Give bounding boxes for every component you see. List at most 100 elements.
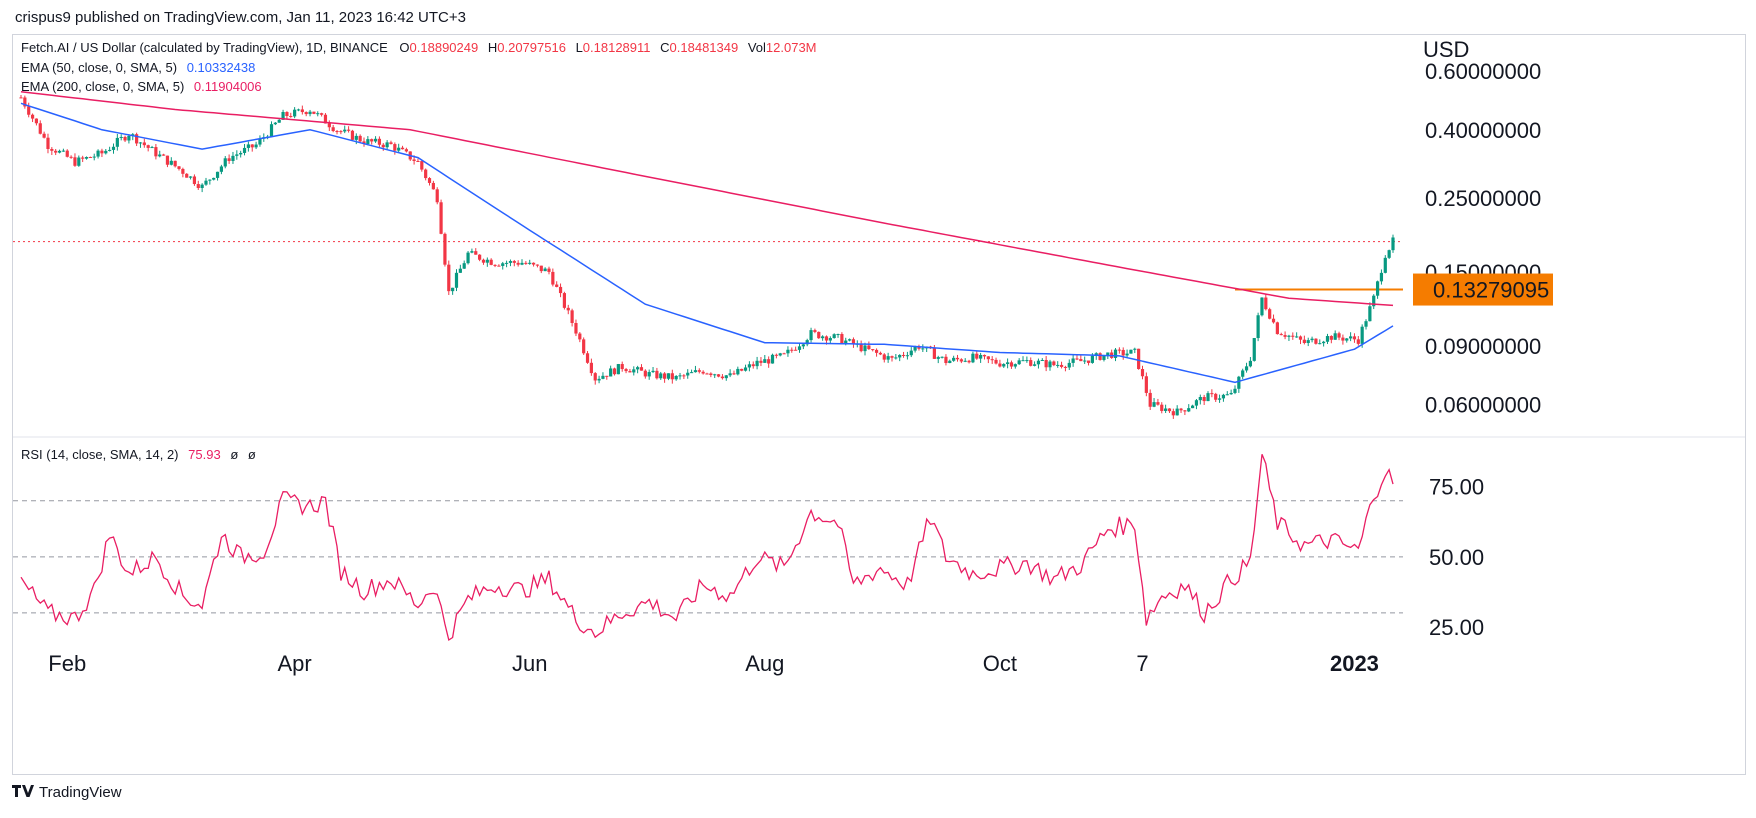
candle-body <box>817 331 821 339</box>
candle-body <box>1352 336 1357 340</box>
time-axis[interactable]: Feb Apr Jun Aug Oct 7 2023 <box>48 651 1379 676</box>
candle-body <box>1125 353 1129 356</box>
candle-body <box>393 144 397 151</box>
candle-body <box>663 373 667 379</box>
candle-body <box>574 322 578 334</box>
candle-body <box>508 261 513 263</box>
price-axis-tick: 0.60000000 <box>1425 59 1541 84</box>
legend-c-value: 0.18481349 <box>670 40 739 55</box>
candle-body <box>531 262 536 265</box>
candle-body <box>890 356 894 358</box>
legend-l-value: 0.18128911 <box>583 40 651 55</box>
candle-body <box>30 114 35 119</box>
candle-body <box>801 344 805 347</box>
price-axis[interactable]: 0.060000000.090000000.150000000.25000000… <box>1425 59 1541 418</box>
candle-body <box>674 375 678 380</box>
candle-body <box>1117 349 1121 351</box>
legend-l-label: L <box>576 40 583 55</box>
candle-body <box>1325 336 1330 342</box>
candle-body <box>127 135 131 141</box>
candle-body <box>77 157 81 166</box>
candle-body <box>296 109 301 111</box>
candle-body <box>316 113 320 115</box>
candle-body <box>697 370 701 372</box>
candle-body <box>909 350 913 356</box>
candle-body <box>412 159 416 161</box>
candle-body <box>312 111 316 114</box>
candle-body <box>1256 315 1260 339</box>
candle-body <box>57 150 62 153</box>
candle-body <box>1071 358 1075 363</box>
candle-body <box>1133 348 1137 350</box>
chart-canvas[interactable]: 0.060000000.090000000.150000000.25000000… <box>13 35 1745 774</box>
candle-body <box>69 156 73 158</box>
candle-body <box>142 142 146 146</box>
candle-body <box>570 310 574 323</box>
candle-body <box>1295 336 1299 338</box>
tradingview-logo-icon <box>12 784 34 801</box>
candle-body <box>732 373 736 375</box>
candle-body <box>686 372 690 376</box>
candle-body <box>327 123 331 128</box>
candles-group <box>19 95 1395 419</box>
legend-vol-value: 12.073M <box>766 40 817 55</box>
candle-body <box>504 262 509 264</box>
candle-body <box>1156 402 1160 405</box>
candle-body <box>323 114 328 124</box>
candle-body <box>693 370 698 373</box>
rsi-axis-tick: 50.00 <box>1429 545 1484 570</box>
candle-body <box>609 368 613 377</box>
rsi-pane[interactable] <box>13 454 1403 642</box>
candle-body <box>743 367 748 371</box>
candle-body <box>1194 400 1199 406</box>
candle-body <box>73 157 77 166</box>
candle-body <box>666 373 671 379</box>
price-tag-value: 0.13279095 <box>1433 278 1549 303</box>
rsi-axis-tick: 25.00 <box>1429 615 1484 640</box>
candle-body <box>200 184 204 188</box>
candle-body <box>397 147 401 151</box>
candle-body <box>1148 392 1152 407</box>
candle-body <box>1248 360 1253 367</box>
tradingview-logo[interactable]: TradingView <box>12 784 122 801</box>
candle-body <box>381 144 385 148</box>
time-axis-tick: Aug <box>745 651 784 676</box>
candle-body <box>308 111 312 115</box>
candle-body <box>212 177 216 180</box>
candle-body <box>863 345 867 352</box>
candle-body <box>177 166 181 169</box>
candle-body <box>551 271 555 285</box>
candle-body <box>1379 272 1384 282</box>
currency-label: USD <box>1423 37 1469 62</box>
candle-body <box>1310 338 1314 341</box>
legend-o-label: O <box>399 40 409 55</box>
candle-body <box>38 123 42 134</box>
candle-body <box>81 157 85 159</box>
legend-c-label: C <box>660 40 669 55</box>
candle-body <box>1137 348 1141 370</box>
candle-body <box>470 251 474 253</box>
candle-body <box>886 356 890 360</box>
candle-body <box>1140 369 1145 377</box>
candle-body <box>1337 333 1341 338</box>
candle-body <box>959 359 963 362</box>
candle-body <box>632 369 636 373</box>
candle-body <box>158 154 162 157</box>
candle-body <box>990 359 994 361</box>
candle-body <box>944 356 948 364</box>
candle-body <box>824 336 829 341</box>
candle-body <box>23 97 27 107</box>
rsi-axis[interactable]: 25.00 50.00 75.00 <box>1429 475 1484 640</box>
candle-body <box>1013 364 1017 367</box>
candle-body <box>289 115 293 117</box>
chart-frame[interactable]: 0.06000000 0.09000000 0.15000000 0.25000000… <box>12 34 1746 775</box>
candle-body <box>1006 362 1010 365</box>
legend-ema200-value: 0.11904006 <box>194 79 262 94</box>
candle-body <box>1268 309 1272 319</box>
candle-body <box>952 357 956 361</box>
candle-body <box>119 136 123 138</box>
candle-body <box>1036 360 1041 365</box>
candle-body <box>192 176 197 185</box>
price-pane[interactable] <box>13 90 1403 419</box>
candle-body <box>454 272 459 288</box>
